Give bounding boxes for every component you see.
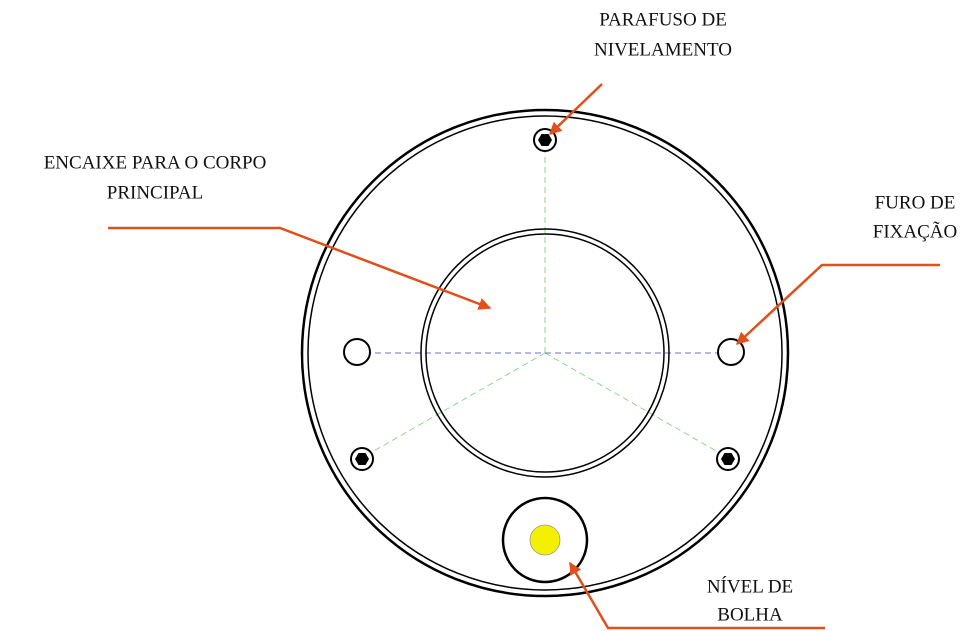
bubble-level bbox=[501, 496, 589, 584]
center-lines bbox=[345, 152, 745, 453]
label: FURO DE bbox=[875, 192, 956, 213]
base-plate bbox=[300, 108, 790, 598]
label: ENCAIXE PARA O CORPO bbox=[44, 152, 267, 173]
label: PRINCIPAL bbox=[107, 182, 203, 203]
label: PARAFUSO DE bbox=[599, 9, 727, 30]
label: NÍVEL DE bbox=[707, 575, 793, 597]
label: BOLHA bbox=[717, 604, 783, 625]
label: FIXAÇÃO bbox=[873, 220, 957, 242]
arrows bbox=[108, 83, 940, 630]
label: NIVELAMENTO bbox=[594, 39, 732, 60]
fixing-holes bbox=[343, 338, 745, 366]
body-socket bbox=[420, 228, 670, 478]
